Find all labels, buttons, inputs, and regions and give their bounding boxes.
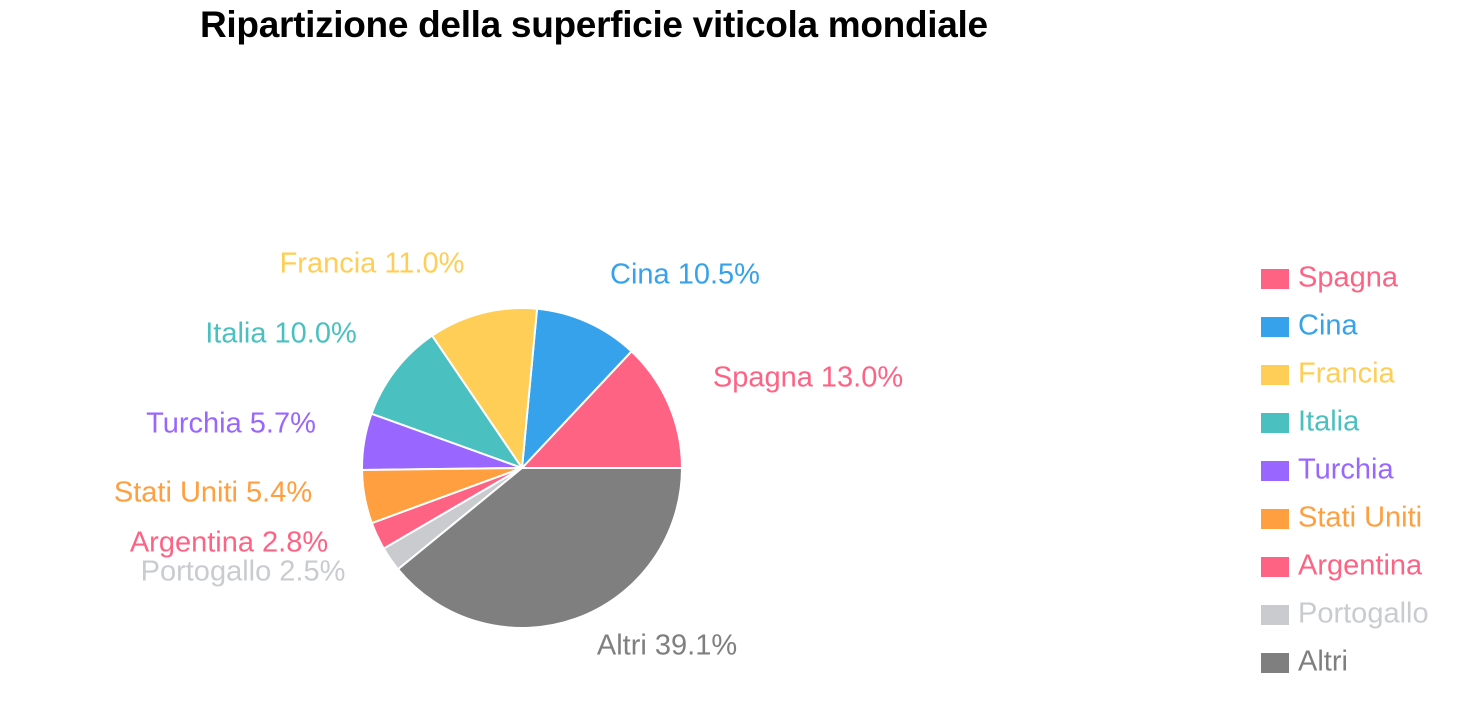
legend-item-altri[interactable]: Altri [1261,646,1348,678]
legend-item-cina[interactable]: Cina [1261,310,1359,342]
slice-label-stati-uniti: Stati Uniti 5.4% [114,477,312,509]
slice-label-francia: Francia 11.0% [280,248,465,280]
pie-slice-spagna [519,349,684,469]
legend-label-turchia: Turchia [1298,454,1394,486]
pie-slice-cina [520,307,633,471]
slice-label-spagna: Spagna 13.0% [713,362,903,394]
pie-slice-altri [396,467,684,629]
legend-label-altri: Altri [1298,646,1348,678]
pie-slice-francia [430,307,539,471]
legend-swatch-italia [1261,413,1289,433]
legend-label-francia: Francia [1298,358,1396,390]
slice-label-italia: Italia 10.0% [205,318,357,350]
pie-slice-italia [370,334,525,470]
pie-slice-labels: Spagna 13.0% Cina 10.5% Francia 11.0% Itali… [114,248,903,662]
legend-label-spagna: Spagna [1298,262,1399,294]
legend-label-cina: Cina [1298,310,1359,342]
legend-item-portogallo[interactable]: Portogallo [1261,598,1429,630]
legend-label-stati-uniti: Stati Uniti [1298,502,1422,534]
chart-title: Ripartizione della superficie viticola m… [200,4,988,45]
legend-item-italia[interactable]: Italia [1261,406,1360,438]
slice-label-portogallo: Portogallo 2.5% [141,556,346,588]
legend-swatch-portogallo [1261,605,1289,625]
legend-swatch-altri [1261,653,1289,673]
legend-swatch-stati-uniti [1261,509,1289,529]
slice-label-turchia: Turchia 5.7% [146,408,316,440]
legend-label-portogallo: Portogallo [1298,598,1429,630]
legend-label-argentina: Argentina [1298,550,1423,582]
legend-item-turchia[interactable]: Turchia [1261,454,1394,486]
legend-swatch-turchia [1261,461,1289,481]
slice-label-argentina: Argentina 2.8% [130,527,328,559]
legend-swatch-spagna [1261,269,1289,289]
legend-swatch-argentina [1261,557,1289,577]
legend-item-stati-uniti[interactable]: Stati Uniti [1261,502,1422,534]
slice-label-cina: Cina 10.5% [610,259,760,291]
legend-label-italia: Italia [1298,406,1360,438]
chart-legend: Spagna Cina Francia Italia Turchia Stati Unit… [1261,262,1429,678]
pie-slices [360,307,684,629]
legend-item-spagna[interactable]: Spagna [1261,262,1399,294]
legend-item-argentina[interactable]: Argentina [1261,550,1423,582]
legend-item-francia[interactable]: Francia [1261,358,1396,390]
legend-swatch-cina [1261,317,1289,337]
slice-label-altri: Altri 39.1% [597,630,737,662]
legend-swatch-francia [1261,365,1289,385]
